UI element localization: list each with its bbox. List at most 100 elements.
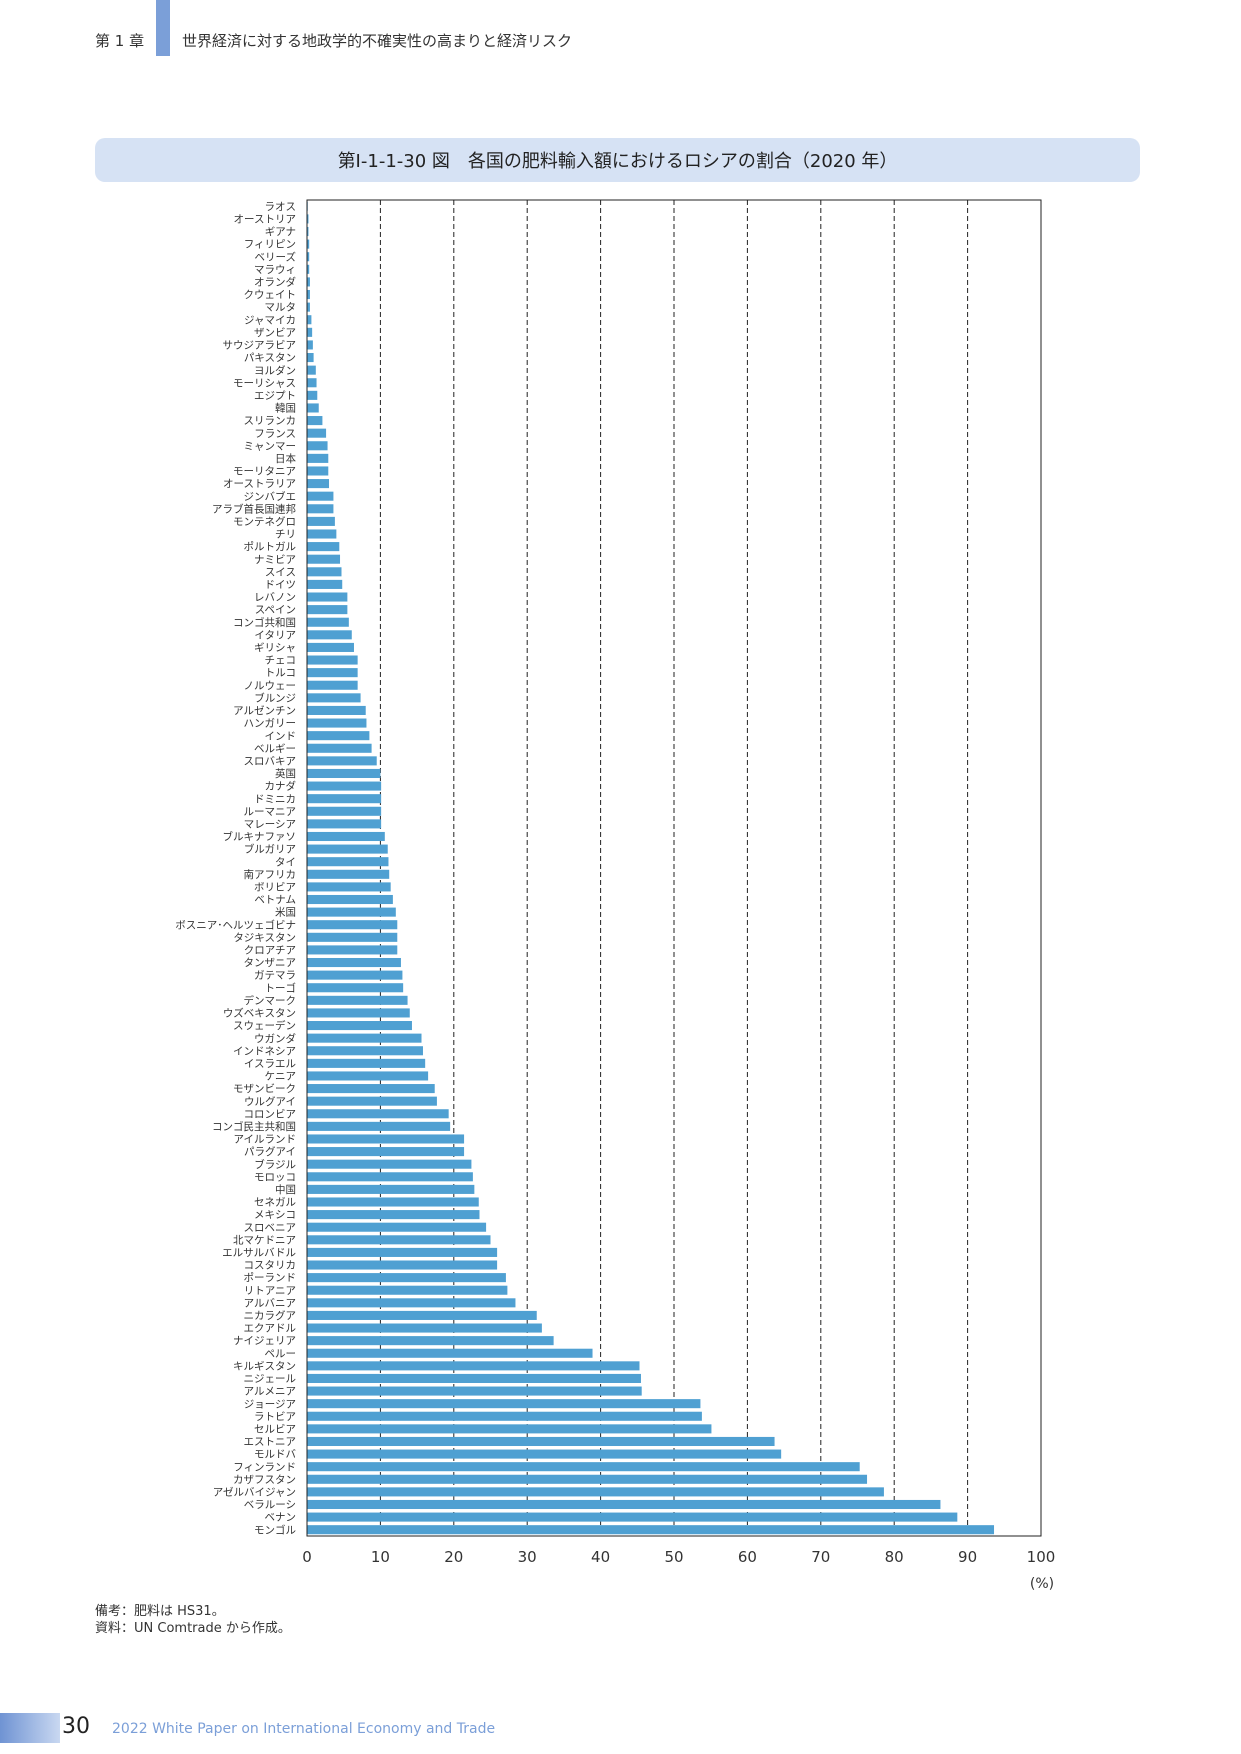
bar <box>307 1210 480 1220</box>
category-label: ジョージア <box>244 1398 296 1410</box>
bar <box>307 869 390 879</box>
bar <box>307 1197 479 1207</box>
bar <box>307 1310 537 1320</box>
category-label: カザフスタン <box>233 1474 296 1486</box>
bar <box>307 428 327 438</box>
category-label: キルギスタン <box>233 1360 296 1372</box>
figure-title: 第Ⅰ-1-1-30 図 各国の肥料輸入額におけるロシアの割合（2020 年） <box>337 151 898 172</box>
bar <box>307 668 358 678</box>
bar <box>307 1285 508 1295</box>
category-label: スロバキア <box>244 755 297 767</box>
category-label: ボスニア･ヘルツェゴビナ <box>175 918 296 931</box>
bar <box>307 1373 641 1383</box>
bar <box>307 1348 593 1358</box>
bar <box>307 1436 775 1447</box>
category-label: ベラルーシ <box>244 1499 296 1511</box>
x-tick-label: 80 <box>885 1548 904 1566</box>
category-label: リトアニア <box>244 1285 296 1297</box>
footer-accent-bar <box>0 1713 60 1743</box>
category-label: パキスタン <box>244 352 296 364</box>
category-label: ボリビア <box>254 882 296 894</box>
category-label: エストニア <box>244 1436 297 1448</box>
bar <box>307 1411 702 1421</box>
category-label: スペイン <box>255 604 296 616</box>
category-label: カナダ <box>265 780 297 793</box>
bar <box>307 630 352 640</box>
category-label: ミャンマー <box>244 440 297 452</box>
bar <box>307 1474 868 1484</box>
category-label: ベトナム <box>254 894 296 906</box>
category-label: アルメニア <box>244 1386 296 1398</box>
category-label: エクアドル <box>244 1323 297 1335</box>
bar <box>307 831 385 842</box>
category-label: 日本 <box>275 452 296 465</box>
bar <box>307 970 403 980</box>
bar <box>307 353 314 363</box>
page-number: 30 <box>62 1714 90 1739</box>
category-label: ベルギー <box>254 743 296 755</box>
bar <box>307 819 382 829</box>
category-label: ウルグアイ <box>244 1095 296 1108</box>
category-label: タイ <box>275 856 296 868</box>
category-label: ナミビア <box>254 554 296 566</box>
bar <box>307 340 313 350</box>
bar <box>307 226 309 237</box>
category-label: コンゴ民主共和国 <box>212 1120 296 1133</box>
category-label: 米国 <box>275 906 296 919</box>
category-label: 北マケドニア <box>233 1234 296 1246</box>
bar <box>307 882 391 892</box>
category-label: ルーマニア <box>244 806 297 818</box>
category-label: トルコ <box>265 667 296 679</box>
category-label: マラウィ <box>254 264 296 276</box>
category-label: トーゴ <box>265 981 297 994</box>
category-label: マルタ <box>265 302 297 314</box>
category-label: オーストラリア <box>223 478 296 490</box>
category-label: スイス <box>265 566 296 578</box>
bar <box>307 327 313 337</box>
category-label: ジンバブエ <box>244 490 297 503</box>
bar <box>307 768 381 779</box>
bar <box>307 718 367 728</box>
bar <box>307 1499 941 1510</box>
category-label: インド <box>265 730 297 742</box>
notes: 備考：肥料は HS31。 資料：UN Comtrade から作成。 <box>95 1603 291 1637</box>
bar <box>307 1008 410 1018</box>
bar <box>307 239 310 249</box>
bar <box>307 1487 884 1497</box>
footer-title: 2022 White Paper on International Econom… <box>112 1721 496 1737</box>
bar <box>307 277 310 287</box>
category-label: クウェイト <box>244 289 297 301</box>
category-label: タジキスタン <box>233 932 296 944</box>
bar <box>307 907 396 917</box>
category-label: モロッコ <box>254 1171 296 1183</box>
bar <box>307 365 316 375</box>
bar <box>307 1159 472 1169</box>
bar <box>307 1462 860 1472</box>
bar <box>307 1235 491 1245</box>
bar <box>307 957 401 968</box>
category-label: スロベニア <box>244 1222 297 1234</box>
bar <box>307 655 358 665</box>
category-label: 南アフリカ <box>244 868 297 881</box>
category-label: モルドバ <box>254 1449 296 1461</box>
category-label: マレーシア <box>244 818 296 830</box>
category-label: エルサルバドル <box>222 1247 296 1259</box>
bar <box>307 441 328 451</box>
category-label: モーリシャス <box>233 377 296 389</box>
bar <box>307 1172 473 1182</box>
bar <box>307 1121 451 1131</box>
category-label: エジプト <box>254 390 296 402</box>
bar <box>307 1424 712 1434</box>
category-label: ラトビア <box>254 1411 296 1423</box>
category-label: ザンビア <box>254 327 296 339</box>
bar <box>307 680 358 690</box>
x-tick-label: 90 <box>958 1548 977 1566</box>
category-label: セルビア <box>254 1423 296 1435</box>
category-label: タンザニア <box>244 957 297 969</box>
category-label: サウジアラビア <box>223 340 297 352</box>
x-tick-label: 40 <box>591 1548 610 1566</box>
bar <box>307 1449 782 1459</box>
category-label: ポルトガル <box>244 541 297 553</box>
bar <box>307 743 372 753</box>
